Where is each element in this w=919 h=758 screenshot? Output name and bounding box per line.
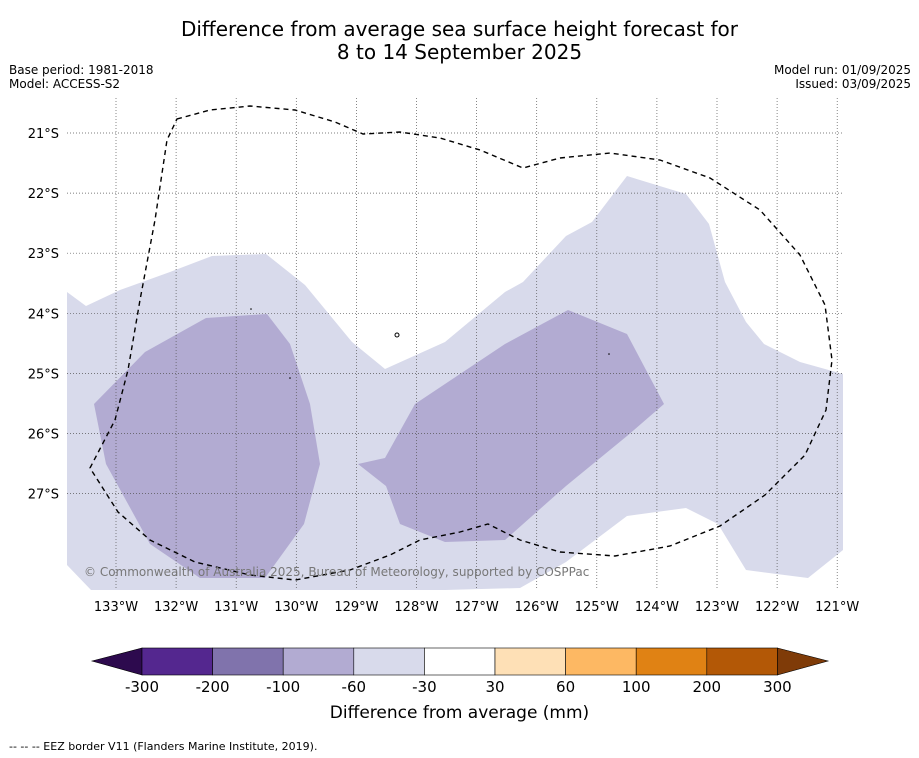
longitude-label: 127°W: [455, 600, 499, 615]
map-panel: 133°W 132°W 131°W 130°W 129°W 128°W 127°W 126°W…: [28, 98, 860, 615]
colorbar-tick-label: -300: [125, 678, 159, 696]
colorbar-tick-label: -60: [342, 678, 367, 696]
longitude-labels: 133°W 132°W 131°W 130°W 129°W 128°W 127°W 126°W…: [94, 600, 860, 615]
latitude-label: 26°S: [28, 428, 59, 443]
colorbar-tick-label: 200: [692, 678, 721, 696]
graticule: [67, 98, 843, 590]
longitude-label: 128°W: [394, 600, 438, 615]
colorbar-tick-label: 100: [622, 678, 651, 696]
colorbar-cell: [494, 647, 566, 676]
colorbar-cell: [141, 647, 213, 676]
colorbar-cell: [353, 647, 425, 676]
colorbar: -300 -200 -100 -60 -30 30 60 100 200 300: [90, 647, 830, 696]
island-marker: [608, 353, 610, 355]
colorbar-tick-label: 300: [763, 678, 792, 696]
island-marker: [250, 308, 252, 310]
island-marker: [289, 377, 291, 379]
latitude-label: 27°S: [28, 488, 59, 503]
map-title: Difference from average sea surface heig…: [0, 18, 919, 64]
latitude-labels: 21°S 22°S 23°S 24°S 25°S 26°S 27°S: [28, 127, 59, 503]
longitude-label: 131°W: [214, 600, 258, 615]
longitude-label: 121°W: [815, 600, 859, 615]
colorbar-tick-label: -30: [412, 678, 437, 696]
latitude-label: 22°S: [28, 187, 59, 202]
longitude-label: 133°W: [94, 600, 138, 615]
latitude-label: 24°S: [28, 307, 59, 322]
issued-date: Issued: 03/09/2025: [795, 77, 911, 91]
longitude-label: 132°W: [154, 600, 198, 615]
latitude-label: 23°S: [28, 247, 59, 262]
colorbar-tick-label: -200: [196, 678, 230, 696]
colorbar-cell: [282, 647, 355, 676]
colorbar-arrow-right: [777, 647, 830, 676]
longitude-label: 125°W: [575, 600, 619, 615]
colorbar-cell: [212, 647, 284, 676]
footnote: -- -- -- EEZ border V11 (Flanders Marine…: [9, 740, 318, 753]
colorbar-cell: [635, 647, 708, 676]
colorbar-label: Difference from average (mm): [329, 703, 590, 723]
colorbar-tick-label: -100: [266, 678, 300, 696]
colorbar-cell: [424, 647, 496, 676]
title-line-1: Difference from average sea surface heig…: [180, 17, 739, 41]
longitude-label: 126°W: [515, 600, 559, 615]
meta-left: Base period: 1981-2018 Model: ACCESS-S2: [9, 63, 154, 91]
colorbar-cell: [565, 647, 637, 676]
longitude-label: 130°W: [274, 600, 318, 615]
longitude-label: 129°W: [334, 600, 378, 615]
colorbar-tick-label: 30: [485, 678, 504, 696]
island-marker: [394, 332, 400, 338]
title-line-2: 8 to 14 September 2025: [336, 40, 583, 64]
longitude-label: 124°W: [635, 600, 679, 615]
eez-border: [89, 105, 833, 581]
colorbar-cell: [706, 647, 778, 676]
copyright-notice: © Commonwealth of Australia 2025, Bureau…: [84, 565, 590, 579]
latitude-label: 21°S: [28, 127, 59, 142]
anomaly-region-west: [94, 314, 320, 578]
base-period: Base period: 1981-2018: [9, 63, 154, 77]
anomaly-region-east: [358, 310, 664, 542]
longitude-label: 123°W: [695, 600, 739, 615]
model-run: Model run: 01/09/2025: [773, 63, 911, 77]
longitude-label: 122°W: [755, 600, 799, 615]
colorbar-tick-label: 60: [556, 678, 575, 696]
meta-right: Model run: 01/09/2025 Issued: 03/09/2025: [774, 63, 911, 91]
latitude-label: 25°S: [28, 367, 59, 382]
colorbar-arrow-left: [90, 647, 143, 676]
model-name: Model: ACCESS-S2: [9, 77, 121, 91]
